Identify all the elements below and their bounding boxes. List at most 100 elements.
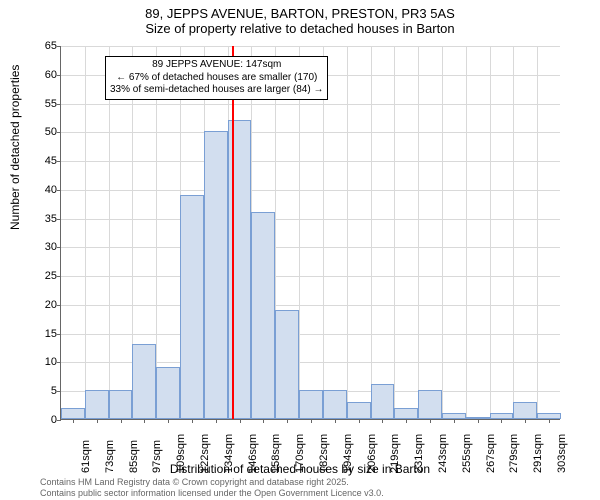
y-tick-mark: [57, 46, 61, 47]
gridline-h: [61, 132, 560, 133]
x-tick-mark: [263, 419, 264, 423]
histogram-bar: [347, 402, 371, 419]
histogram-bar: [204, 131, 228, 419]
gridline-v: [490, 46, 491, 419]
histogram-bar: [371, 384, 395, 419]
x-tick-mark: [240, 419, 241, 423]
gridline-v: [442, 46, 443, 419]
y-tick-mark: [57, 161, 61, 162]
y-tick-label: 25: [31, 270, 57, 282]
y-tick-mark: [57, 247, 61, 248]
plot-area: 0510152025303540455055606561sqm73sqm85sq…: [60, 46, 560, 420]
y-tick-label: 50: [31, 126, 57, 138]
y-tick-label: 35: [31, 213, 57, 225]
y-tick-mark: [57, 362, 61, 363]
footer-line-1: Contains HM Land Registry data © Crown c…: [40, 477, 384, 487]
gridline-h: [61, 190, 560, 191]
histogram-bar: [323, 390, 347, 419]
y-tick-mark: [57, 420, 61, 421]
x-tick-mark: [501, 419, 502, 423]
x-tick-mark: [549, 419, 550, 423]
annotation-line-2: ← 67% of detached houses are smaller (17…: [110, 72, 323, 85]
gridline-v: [299, 46, 300, 419]
reference-line: [232, 46, 234, 419]
gridline-v: [394, 46, 395, 419]
gridline-h: [61, 104, 560, 105]
y-tick-mark: [57, 104, 61, 105]
gridline-h: [61, 276, 560, 277]
y-tick-label: 30: [31, 241, 57, 253]
gridline-h: [61, 247, 560, 248]
gridline-v: [537, 46, 538, 419]
y-tick-label: 55: [31, 98, 57, 110]
gridline-v: [109, 46, 110, 419]
x-tick-mark: [382, 419, 383, 423]
histogram-bar: [228, 120, 252, 419]
histogram-bar: [156, 367, 180, 419]
gridline-h: [61, 334, 560, 335]
y-tick-mark: [57, 391, 61, 392]
gridline-h: [61, 219, 560, 220]
x-tick-mark: [478, 419, 479, 423]
gridline-v: [85, 46, 86, 419]
annotation-line-1: 89 JEPPS AVENUE: 147sqm: [110, 59, 323, 72]
histogram-bar: [513, 402, 537, 419]
gridline-v: [323, 46, 324, 419]
histogram-bar: [180, 195, 204, 419]
x-tick-mark: [192, 419, 193, 423]
x-tick-mark: [430, 419, 431, 423]
annotation-box: 89 JEPPS AVENUE: 147sqm← 67% of detached…: [105, 56, 328, 100]
title-line-1: 89, JEPPS AVENUE, BARTON, PRESTON, PR3 5…: [0, 6, 600, 21]
y-tick-label: 20: [31, 299, 57, 311]
histogram-bar: [299, 390, 323, 419]
y-tick-label: 45: [31, 155, 57, 167]
gridline-h: [61, 161, 560, 162]
chart-title-block: 89, JEPPS AVENUE, BARTON, PRESTON, PR3 5…: [0, 6, 600, 36]
x-tick-mark: [454, 419, 455, 423]
annotation-line-3: 33% of semi-detached houses are larger (…: [110, 84, 323, 97]
gridline-h: [61, 305, 560, 306]
x-tick-mark: [168, 419, 169, 423]
y-tick-mark: [57, 75, 61, 76]
histogram-bar: [251, 212, 275, 419]
x-axis-label: Distribution of detached houses by size …: [0, 462, 600, 476]
y-tick-label: 10: [31, 356, 57, 368]
x-tick-mark: [525, 419, 526, 423]
histogram-bar: [61, 408, 85, 420]
y-tick-mark: [57, 305, 61, 306]
gridline-h: [61, 46, 560, 47]
histogram-bar: [418, 390, 442, 419]
x-tick-mark: [73, 419, 74, 423]
histogram-bar: [109, 390, 133, 419]
y-tick-mark: [57, 219, 61, 220]
histogram-bar: [85, 390, 109, 419]
histogram-bar: [275, 310, 299, 419]
y-tick-label: 40: [31, 184, 57, 196]
footer-line-2: Contains public sector information licen…: [40, 488, 384, 498]
histogram-bar: [394, 408, 418, 420]
y-tick-label: 5: [31, 385, 57, 397]
x-tick-mark: [335, 419, 336, 423]
y-tick-label: 65: [31, 40, 57, 52]
y-tick-label: 60: [31, 69, 57, 81]
y-tick-mark: [57, 334, 61, 335]
gridline-v: [513, 46, 514, 419]
y-tick-mark: [57, 276, 61, 277]
x-tick-mark: [121, 419, 122, 423]
y-axis-label: Number of detached properties: [8, 65, 22, 230]
x-tick-mark: [311, 419, 312, 423]
x-tick-mark: [97, 419, 98, 423]
gridline-v: [347, 46, 348, 419]
gridline-v: [418, 46, 419, 419]
gridline-v: [156, 46, 157, 419]
gridline-v: [466, 46, 467, 419]
x-tick-mark: [359, 419, 360, 423]
footer-attribution: Contains HM Land Registry data © Crown c…: [40, 477, 384, 498]
y-tick-label: 0: [31, 414, 57, 426]
x-tick-mark: [287, 419, 288, 423]
y-tick-mark: [57, 190, 61, 191]
y-tick-label: 15: [31, 328, 57, 340]
x-tick-mark: [216, 419, 217, 423]
x-tick-mark: [406, 419, 407, 423]
gridline-v: [371, 46, 372, 419]
